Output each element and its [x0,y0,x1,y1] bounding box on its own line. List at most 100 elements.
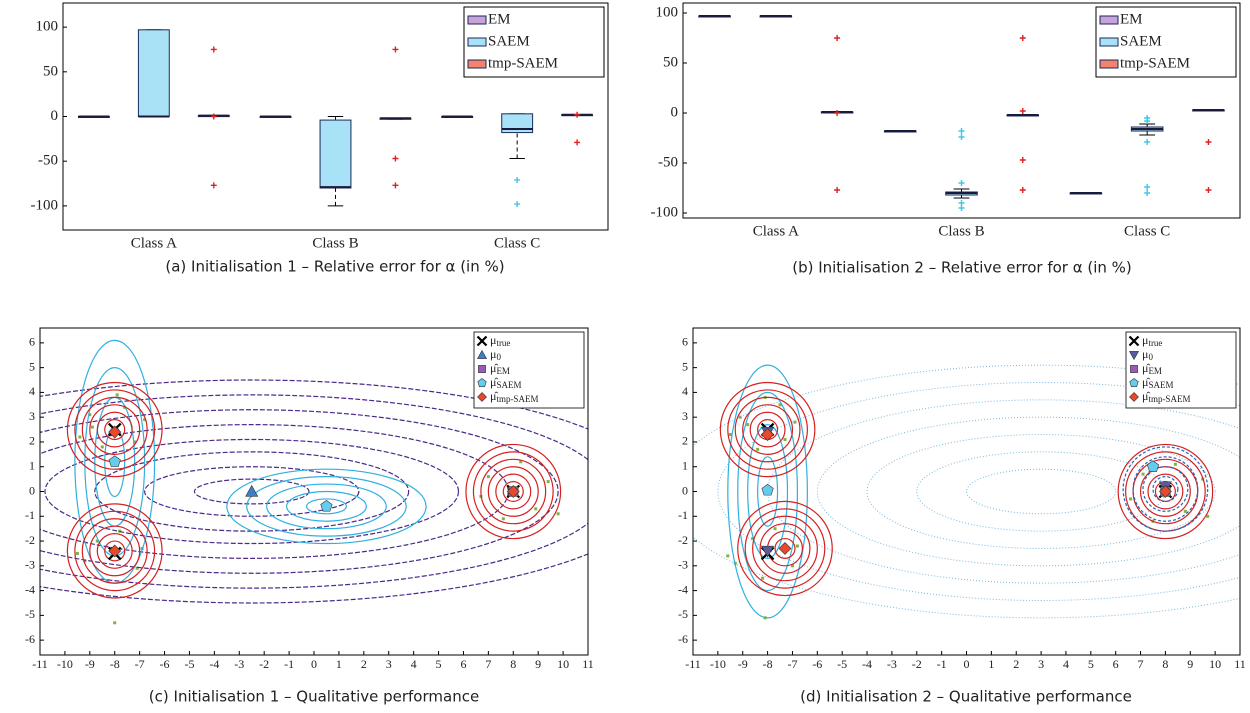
sample-point [546,480,550,484]
x-tick-label: 3 [1038,657,1044,671]
sample-point [751,537,755,541]
x-tick-label: Class A [753,223,799,239]
y-tick-label: 3 [682,409,688,423]
panel: -100 -50 0 50 100 Class A Class B Class C EM SAEM… [31,2,609,276]
x-tick-label: 4 [1063,657,1069,671]
box [319,119,352,189]
y-tick-label: 5 [29,359,35,373]
y-tick-label: -5 [25,607,35,621]
outlier [210,182,217,189]
outlier [210,46,217,53]
sample-point [756,447,760,451]
outlier [514,201,521,208]
panel: -11 -10 -9 -8 -7 -6 -5 -4 -3 -2 -1 0 1 2 3 4 5 6 7 8 9 10 11-6… [25,327,594,706]
x-tick-label: 0 [964,657,970,671]
x-tick-label: -9 [85,657,95,671]
legend-label: μ̂tmp-SAEM [490,389,538,404]
contour [742,404,794,455]
sample-point [100,445,104,449]
x-tick-label: 8 [1162,657,1168,671]
legend-label: μ̂SAEM [490,375,521,390]
x-tick-label: 1 [336,657,342,671]
contour [1117,443,1214,540]
y-tick-label: 50 [663,54,678,70]
contour [89,525,141,577]
legend-swatch [467,37,487,47]
legend-label: tmp-SAEM [488,55,558,71]
box [501,113,534,134]
plot-frame [39,327,589,656]
contour [759,523,811,574]
contour [40,394,588,589]
sample-point [95,539,99,543]
x-tick-label: -10 [710,657,726,671]
x-tick-label: 10 [557,657,569,671]
y-tick-label: 6 [29,335,35,349]
legend-box [1095,6,1237,78]
marker [108,455,121,467]
contour [66,503,163,599]
marker [477,392,487,402]
x-tick-label: -3 [234,657,244,671]
contour [74,510,156,592]
x-tick-label: -4 [209,657,219,671]
sample-point [519,460,523,464]
y-tick-label: 2 [682,434,688,448]
contour [719,381,816,478]
x-tick-label: -3 [887,657,897,671]
x-tick-label: Class B [312,235,358,251]
contour [44,438,460,545]
plot-frame [682,2,1241,219]
y-tick-label: 0 [671,104,679,120]
marker [477,378,487,387]
legend-label: μtrue [490,333,510,348]
marker [761,483,774,496]
y-tick-label: 0 [29,483,35,497]
sample-point [793,420,797,424]
legend-box [473,331,585,409]
y-tick-label: -4 [678,582,688,596]
y-tick-label: -3 [678,558,688,572]
x-tick-label: -6 [812,657,822,671]
caption: (a) Initialisation 1 – Relative error fo… [165,258,504,276]
y-tick-label: -50 [658,154,678,170]
outlier [574,111,581,118]
legend-swatch [467,59,487,69]
y-tick-label: -100 [651,204,679,220]
y-tick-label: -1 [25,508,35,522]
x-tick-label: 0 [311,657,317,671]
legend-swatch [467,15,487,25]
x-tick-label: 11 [1234,657,1246,671]
marker [1128,351,1140,361]
contour [727,389,808,470]
contour [66,381,163,478]
y-tick-label: 4 [682,384,688,398]
legend-label: μ0 [490,347,501,362]
x-tick-label: -2 [259,657,269,671]
sample-point [1141,472,1145,476]
outlier [1019,35,1026,41]
sample-point [746,423,750,427]
contour [916,451,1166,532]
contour [266,483,387,530]
contour [757,456,779,527]
contour [74,389,156,470]
contour [96,411,133,448]
contour [40,379,588,604]
y-tick-label: 0 [682,483,688,497]
contour [502,480,524,503]
marker [1158,485,1172,498]
outlier [392,182,399,189]
contour [752,515,818,582]
outlier [958,134,965,140]
x-tick-label: -11 [685,657,701,671]
x-tick-label: -4 [862,657,872,671]
contour [747,424,789,559]
contour [737,391,799,592]
marker [761,428,775,441]
x-tick-label: 1 [988,657,994,671]
marker [1130,365,1138,373]
contour [104,419,126,441]
x-tick-label: Class A [131,235,177,251]
x-tick-label: -7 [787,657,797,671]
